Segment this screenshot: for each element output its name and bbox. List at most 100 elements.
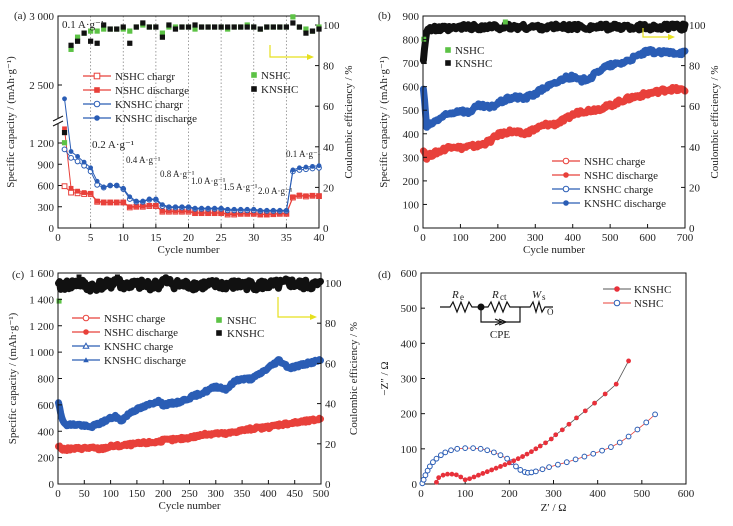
series-line [64,128,320,215]
data-point [114,26,120,32]
y-tick-label: 600 [38,181,55,193]
data-point [430,459,436,466]
data-point [462,445,469,452]
data-point [458,474,464,480]
x-tick-label: 500 [602,232,619,244]
panel-c: (c)0 50 100 150 200 250 300 350 400 450 5000200400… [7,268,360,512]
data-point [590,450,597,457]
legend-item-label: NSHC discharge [584,170,658,182]
legend-item-marker [562,185,570,193]
data-point [238,211,244,216]
x-tick-label: 600 [678,488,695,500]
y-tick-label: 700 [403,58,420,70]
y2-tick-label: 100 [689,20,706,32]
data-point [101,184,107,190]
legend-item-label: KNSHC charge [584,184,653,196]
cpe-label: CPE [490,329,510,341]
cpe-icon [494,318,508,326]
data-point [244,211,250,216]
data-point [192,22,198,28]
y-tick-label: 600 [38,400,55,412]
ws-subscript-o: O [547,307,554,317]
legend-marker [614,286,620,292]
data-point [303,164,309,170]
data-point [68,149,74,154]
y2-axis-label: Coulombic efficiency / % [709,65,721,178]
y-tick-label: 400 [401,338,418,350]
data-point [574,415,579,421]
data-point [555,461,561,468]
y2-tick-label: 0 [689,223,695,235]
rate-label: 0.8 A·g⁻¹ [160,169,195,179]
data-point [133,198,139,204]
rate-label: 1.0 A·g⁻¹ [191,176,226,186]
axis-indicator-arrow [642,28,668,38]
data-point [626,358,631,364]
data-point [127,28,133,34]
y-tick-label: 200 [401,409,418,421]
data-point [303,26,309,32]
rate-label: 1.5 A·g⁻¹ [223,182,258,192]
x-tick-label: 100 [457,488,474,500]
data-point [625,433,632,440]
re-label: R [451,289,459,301]
series-line [436,360,629,483]
legend-item-label: NSHC discharge [104,327,178,339]
data-point [480,471,486,476]
data-point [160,202,165,208]
data-point [448,447,454,454]
x-tick-label: 400 [564,232,581,244]
y2-tick-label: 100 [325,278,342,290]
data-point [68,185,74,191]
data-point [421,59,427,65]
data-point [140,203,146,209]
data-point [257,211,263,217]
data-point [484,447,491,454]
data-point [166,204,172,210]
data-point [453,472,459,478]
x-axis-label: Cycle number [523,244,585,256]
arrow-head-icon [307,54,314,60]
series-knshc-discharge [55,356,324,432]
x-tick-label: 50 [79,488,91,500]
arrow-head-icon [668,34,675,40]
y-tick-label: 300 [403,152,420,164]
data-point [94,178,100,184]
data-point [572,456,579,463]
data-point [470,445,477,452]
legend-label: NSHC [455,45,484,57]
legend-item-marker [93,100,101,108]
data-point [467,476,472,482]
y-tick-label: 0 [49,223,55,235]
series-nshc [419,411,658,487]
data-point [497,452,504,459]
data-point [61,146,68,153]
x-tick-label: 600 [639,232,656,244]
y-tick-label: 600 [403,82,420,94]
data-point [101,26,107,32]
panel-tag: (c) [12,269,25,281]
ws-label: W [532,289,542,301]
data-point [553,432,559,438]
data-point [546,464,552,471]
data-point [309,28,316,34]
data-point [185,24,192,30]
y2-tick-label: 60 [689,101,701,113]
x-tick-label: 100 [102,488,119,500]
y2-tick-label: 80 [689,61,701,73]
rct-subscript: ct [500,292,507,302]
legend-label: KNSHC [227,328,264,340]
x-tick-label: 0 [55,488,61,500]
data-point [524,451,530,457]
x-tick-label: 0 [420,232,426,244]
x-tick-label: 400 [589,488,606,500]
data-point [127,40,133,46]
y2-tick-label: 60 [323,101,335,113]
x-tick-label: 300 [545,488,562,500]
data-point [493,465,499,471]
data-point [218,24,224,30]
panel-tag: (d) [378,269,391,281]
